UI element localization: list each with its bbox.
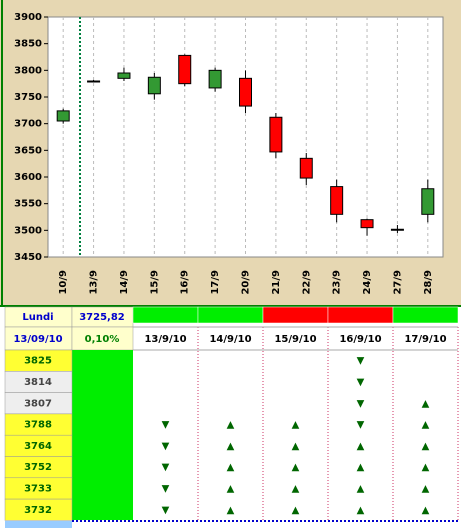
signal-arrow: ▼ [162, 483, 170, 494]
signal-arrow: ▲ [292, 505, 300, 516]
signal-arrow: ▲ [292, 420, 300, 431]
signal-arrow: ▲ [422, 483, 430, 494]
green-column [72, 350, 133, 520]
y-tick-label: 3800 [14, 65, 42, 76]
candle-body [269, 116, 283, 153]
table: Lundi 3725,82 13/09/10 0,10% 13/9/10 14/9/10 1… [4, 306, 459, 528]
cell [262, 306, 329, 324]
signal-arrow: ▲ [227, 441, 235, 452]
candle-body [56, 110, 70, 122]
signal-arrow: ▲ [422, 420, 430, 431]
selection-stub [5, 521, 72, 528]
signal-arrow: ▲ [422, 398, 430, 409]
candle-body [117, 72, 131, 79]
cell-text: 3788 [24, 420, 52, 431]
x-tick-label: 15/9 [149, 270, 160, 295]
candle-body [208, 69, 222, 89]
cell [197, 306, 264, 324]
signal-arrow: ▲ [357, 441, 365, 452]
x-tick-label: 17/9 [210, 270, 221, 295]
candle-body [330, 186, 344, 215]
cell-text: 3814 [24, 377, 52, 388]
x-tick-label: 14/9 [119, 270, 130, 295]
signal-arrow: ▲ [422, 441, 430, 452]
candle-body [360, 219, 374, 229]
signal-arrow: ▼ [162, 505, 170, 516]
x-tick-label: 24/9 [362, 270, 373, 295]
signal-arrow: ▲ [357, 462, 365, 473]
cell [327, 306, 394, 324]
y-tick-label: 3550 [14, 199, 42, 210]
cell-text: 3807 [24, 398, 52, 409]
signal-arrow: ▲ [292, 483, 300, 494]
signal-arrow: ▼ [162, 441, 170, 452]
signal-arrow: ▲ [422, 505, 430, 516]
signal-arrow: ▼ [357, 377, 365, 388]
candle-body [178, 54, 192, 85]
cell [392, 306, 459, 324]
x-tick-label: 10/9 [58, 270, 69, 295]
cell-text: 3752 [24, 462, 52, 473]
signal-arrow: ▲ [357, 483, 365, 494]
cell-text: 13/09/10 [13, 334, 62, 345]
cell-text: 15/9/10 [274, 334, 316, 345]
signal-arrow: ▲ [227, 505, 235, 516]
y-tick-label: 3700 [14, 119, 42, 130]
signal-arrow: ▲ [227, 483, 235, 494]
y-tick-label: 3650 [14, 145, 42, 156]
cell-text: 3725,82 [79, 312, 125, 323]
y-tick-label: 3900 [14, 12, 42, 23]
chart: 3450 3500 3550 3600 3650 3700 3750 3800 3850 3900… [14, 12, 435, 295]
signal-arrow: ▲ [227, 462, 235, 473]
y-tick-label: 3500 [14, 225, 42, 236]
signal-arrow: ▲ [357, 505, 365, 516]
x-tick-label: 23/9 [332, 270, 343, 295]
candle-body [390, 228, 404, 231]
x-tick-label: 22/9 [301, 270, 312, 295]
cell-text: 3825 [24, 356, 52, 367]
y-tick-label: 3600 [14, 172, 42, 183]
x-tick-label: 20/9 [241, 270, 252, 295]
candle-body [239, 77, 252, 107]
y-tick-label: 3450 [14, 252, 42, 263]
cell-text: 3733 [24, 483, 52, 494]
cell-text: 13/9/10 [144, 334, 186, 345]
signal-arrow: ▼ [162, 462, 170, 473]
signal-arrow: ▼ [162, 420, 170, 431]
cell [132, 306, 199, 324]
candle-body [299, 157, 313, 179]
signal-arrow: ▲ [422, 462, 430, 473]
signal-arrow: ▲ [292, 441, 300, 452]
x-tick-label: 28/9 [423, 270, 434, 295]
cell-text: 16/9/10 [339, 334, 381, 345]
signal-arrow: ▼ [357, 398, 365, 409]
cell-text: 3764 [24, 441, 52, 452]
candle-body [421, 188, 435, 215]
signal-arrow: ▼ [357, 356, 365, 367]
signal-arrow: ▲ [292, 462, 300, 473]
x-tick-label: 27/9 [392, 270, 403, 295]
candle-body [147, 76, 161, 95]
cell-text: 0,10% [85, 334, 120, 345]
x-tick-label: 21/9 [271, 270, 282, 295]
cell-text: 3732 [24, 505, 52, 516]
x-tick-label: 16/9 [180, 270, 191, 295]
cell-text: 17/9/10 [404, 334, 446, 345]
cell [4, 498, 73, 521]
signal-arrow: ▲ [227, 420, 235, 431]
signal-arrow: ▼ [357, 420, 365, 431]
candle-body [87, 80, 101, 83]
y-tick-label: 3750 [14, 92, 42, 103]
cell-text: 14/9/10 [209, 334, 251, 345]
cell-text: Lundi [22, 312, 53, 323]
x-tick-label: 13/9 [89, 270, 100, 295]
y-tick-label: 3850 [14, 39, 42, 50]
